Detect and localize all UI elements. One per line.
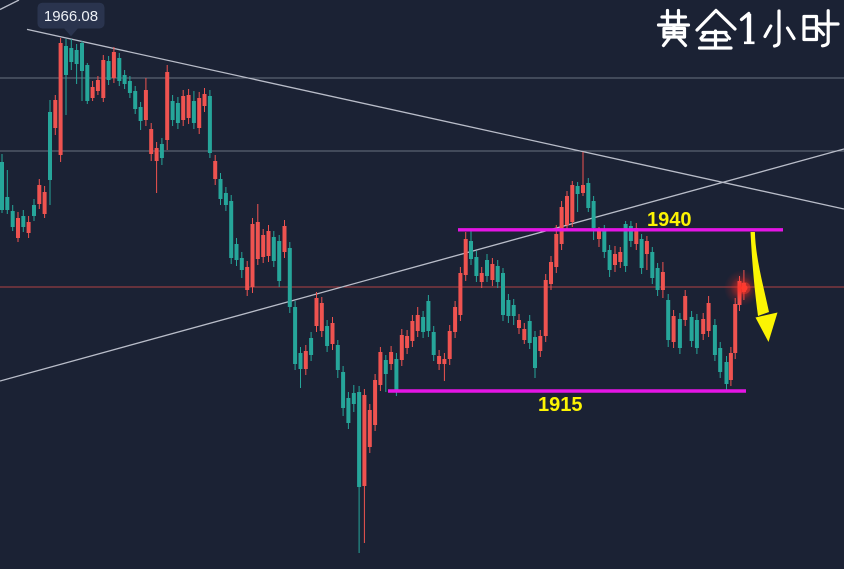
svg-text:1940: 1940 — [647, 209, 692, 231]
svg-text:1915: 1915 — [538, 394, 583, 416]
svg-text:1966.08: 1966.08 — [44, 8, 98, 25]
